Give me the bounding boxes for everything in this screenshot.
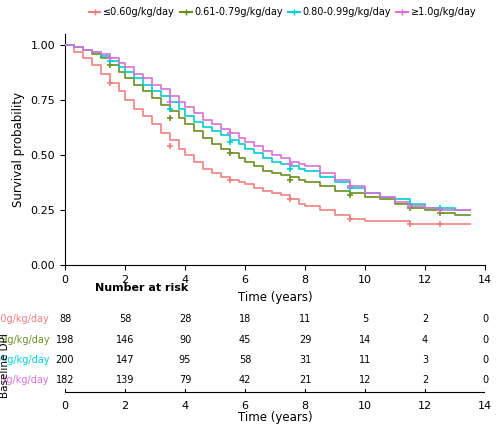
Text: 0: 0 bbox=[482, 314, 488, 324]
Text: 2: 2 bbox=[422, 314, 428, 324]
Text: Time (years): Time (years) bbox=[238, 411, 312, 424]
Text: 29: 29 bbox=[299, 335, 311, 345]
Text: 0.61-0.79g/kg/day: 0.61-0.79g/kg/day bbox=[0, 335, 50, 345]
Text: 146: 146 bbox=[116, 335, 134, 345]
Text: 90: 90 bbox=[179, 335, 191, 345]
Text: 42: 42 bbox=[239, 375, 251, 385]
Text: 200: 200 bbox=[56, 355, 74, 365]
Text: 4: 4 bbox=[422, 335, 428, 345]
Text: 5: 5 bbox=[362, 314, 368, 324]
Text: 58: 58 bbox=[119, 314, 131, 324]
Text: 139: 139 bbox=[116, 375, 134, 385]
Text: 198: 198 bbox=[56, 335, 74, 345]
Text: Number at risk: Number at risk bbox=[95, 282, 188, 293]
Text: 0: 0 bbox=[482, 335, 488, 345]
Text: 3: 3 bbox=[422, 355, 428, 365]
Text: 79: 79 bbox=[179, 375, 191, 385]
Text: 4: 4 bbox=[182, 401, 188, 411]
Text: 14: 14 bbox=[478, 401, 492, 411]
Text: 14: 14 bbox=[359, 335, 371, 345]
Text: 31: 31 bbox=[299, 355, 311, 365]
Text: 95: 95 bbox=[179, 355, 191, 365]
Text: 58: 58 bbox=[239, 355, 251, 365]
Text: 0: 0 bbox=[482, 375, 488, 385]
Text: 6: 6 bbox=[242, 401, 248, 411]
X-axis label: Time (years): Time (years) bbox=[238, 291, 312, 303]
Text: ≤0.60g/kg/day: ≤0.60g/kg/day bbox=[0, 314, 50, 324]
Text: 28: 28 bbox=[179, 314, 191, 324]
Y-axis label: Survival probability: Survival probability bbox=[12, 92, 25, 207]
Text: 8: 8 bbox=[302, 401, 308, 411]
Text: 0: 0 bbox=[482, 355, 488, 365]
Text: 21: 21 bbox=[299, 375, 311, 385]
Text: 2: 2 bbox=[422, 375, 428, 385]
Text: 12: 12 bbox=[359, 375, 371, 385]
Text: 0.80-0.99g/kg/day: 0.80-0.99g/kg/day bbox=[0, 355, 50, 365]
Text: 18: 18 bbox=[239, 314, 251, 324]
Text: 147: 147 bbox=[116, 355, 134, 365]
Legend: ≤0.60g/kg/day, 0.61-0.79g/kg/day, 0.80-0.99g/kg/day, ≥1.0g/kg/day: ≤0.60g/kg/day, 0.61-0.79g/kg/day, 0.80-0… bbox=[85, 0, 480, 21]
Text: 10: 10 bbox=[358, 401, 372, 411]
Text: 11: 11 bbox=[299, 314, 311, 324]
Text: 11: 11 bbox=[359, 355, 371, 365]
Text: ≥1.0g/kg/day: ≥1.0g/kg/day bbox=[0, 375, 50, 385]
Text: Baseline DPI: Baseline DPI bbox=[0, 333, 10, 398]
Text: 12: 12 bbox=[418, 401, 432, 411]
Text: 0: 0 bbox=[62, 401, 68, 411]
Text: 2: 2 bbox=[122, 401, 128, 411]
Text: 182: 182 bbox=[56, 375, 74, 385]
Text: 88: 88 bbox=[59, 314, 71, 324]
Text: 45: 45 bbox=[239, 335, 251, 345]
